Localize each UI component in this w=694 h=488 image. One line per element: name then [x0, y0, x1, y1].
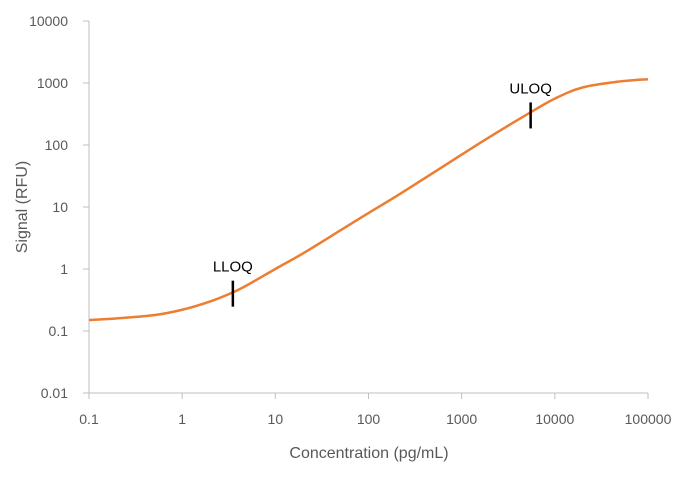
y-tick-label: 10 [52, 199, 68, 215]
y-tick-label: 10000 [29, 13, 68, 29]
y-tick-label: 0.1 [49, 323, 69, 339]
x-tick-label: 100 [357, 411, 381, 427]
axes [83, 20, 649, 399]
y-tick-label: 0.01 [41, 385, 68, 401]
x-tick-label: 1000 [446, 411, 477, 427]
series-layer [88, 77, 649, 322]
x-tick-label: 10 [268, 411, 284, 427]
tick-labels: 0.01 0.1 1 10 100 1000 10000 0.1 1 10 100 1000 10000… [29, 13, 672, 427]
x-tick-label: 1 [178, 411, 186, 427]
y-axis-title: Signal (RFU) [14, 161, 31, 253]
y-tick-label: 1000 [37, 75, 68, 91]
annotation-label: ULOQ [509, 80, 552, 97]
x-tick-label: 100000 [625, 411, 672, 427]
annotations: LLOQ ULOQ [213, 80, 552, 307]
x-tick-label: 10000 [535, 411, 574, 427]
series-line [88, 77, 649, 322]
x-tick-label: 0.1 [79, 411, 99, 427]
y-tick-label: 1 [60, 261, 68, 277]
y-tick-label: 100 [45, 137, 69, 153]
annotation-label: LLOQ [213, 259, 253, 276]
x-axis-title: Concentration (pg/mL) [289, 445, 448, 462]
